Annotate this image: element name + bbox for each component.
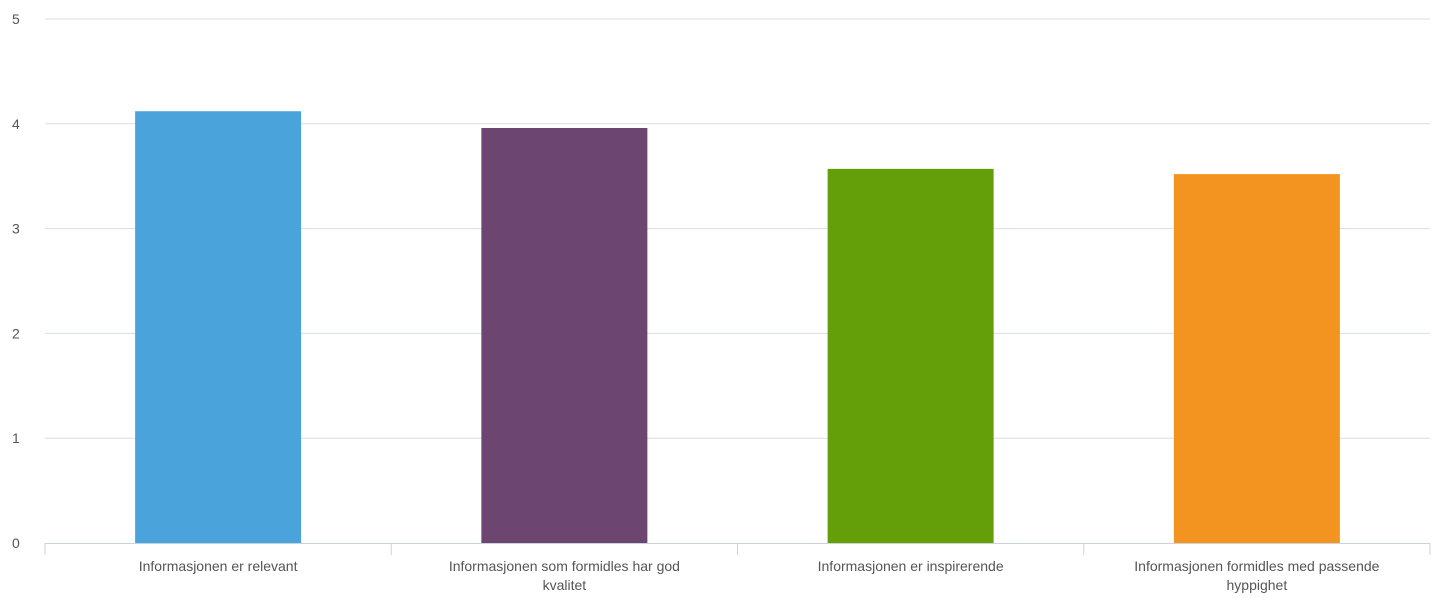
x-tick-label-line: Informasjonen formidles med passende [1134,558,1379,574]
x-tick-label-line: Informasjonen er inspirerende [818,558,1004,574]
y-tick-label-3: 3 [12,221,20,237]
y-axis-ticks: 0 1 2 3 4 5 [12,11,20,551]
y-tick-label-0: 0 [12,535,20,551]
x-tick-label-1: Informasjonen er relevant [139,558,298,574]
bar-4 [1173,174,1340,543]
x-axis [44,543,1431,555]
x-tick-label-line: kvalitet [543,577,587,593]
x-tick-label-4: Informasjonen formidles med passende hypp… [1134,558,1379,593]
bar-1 [135,111,302,543]
y-tick-label-4: 4 [12,116,20,132]
x-tick-label-line: Informasjonen som formidles har god [449,558,680,574]
bars [135,111,1340,543]
x-axis-labels: Informasjonen er relevant Informasjonen s… [139,558,1380,593]
bar-3 [827,168,994,543]
x-tick-label-3: Informasjonen er inspirerende [818,558,1004,574]
y-tick-label-5: 5 [12,11,20,27]
x-tick-label-2: Informasjonen som formidles har god kvali… [449,558,680,593]
bar-2 [481,127,648,543]
y-tick-label-2: 2 [12,325,20,341]
x-tick-label-line: Informasjonen er relevant [139,558,298,574]
x-tick-label-line: hyppighet [1227,577,1288,593]
y-tick-label-1: 1 [12,430,20,446]
